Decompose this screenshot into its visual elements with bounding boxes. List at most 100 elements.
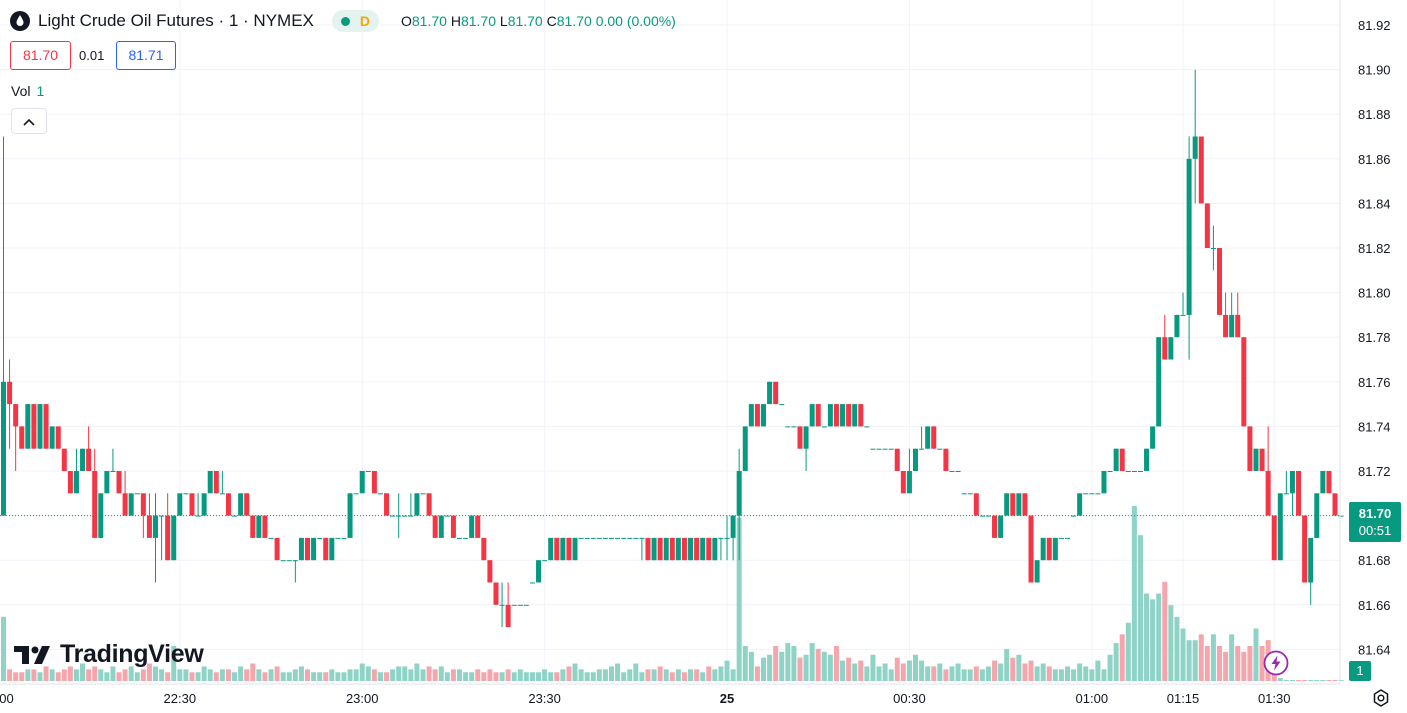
candle-body (438, 515, 444, 538)
candle-body (1174, 314, 1180, 338)
candle-body (475, 515, 481, 538)
tradingview-logo[interactable]: TradingView (14, 640, 204, 669)
price-tick-label: 81.76 (1358, 375, 1391, 390)
volume-bar (858, 660, 864, 681)
volume-bar (779, 651, 785, 681)
candlesticks (1, 69, 1344, 628)
candle-body (1065, 537, 1070, 539)
volume-bar (463, 672, 469, 681)
volume-bar (86, 669, 92, 681)
volume-bar (244, 669, 250, 681)
volume-bar (578, 669, 584, 681)
volume-bar (523, 672, 529, 681)
candle-body (1083, 493, 1089, 495)
volume-bar (700, 672, 706, 681)
volume-bar (1204, 646, 1210, 681)
delayed-badge-letter: D (359, 13, 370, 29)
candle-body (973, 493, 979, 516)
volume-bar (967, 669, 973, 681)
volume-bar (529, 672, 535, 681)
volume-bar (536, 672, 542, 681)
time-tick-label: 22:00 (0, 691, 14, 706)
candle-body (1289, 471, 1295, 494)
candle-body (572, 537, 578, 561)
candle-body (402, 515, 408, 517)
candle-body (718, 537, 724, 539)
candle-body (615, 537, 621, 539)
candle-body (1210, 248, 1216, 249)
volume-bar (92, 666, 98, 681)
candle-body (98, 493, 104, 538)
candle-body (846, 404, 852, 427)
candle-body (651, 537, 657, 561)
candle-body (49, 426, 55, 449)
candle-body (371, 471, 377, 494)
price-tick-label: 81.92 (1358, 18, 1391, 33)
volume-bar (615, 663, 621, 681)
price-tick-label: 81.72 (1358, 464, 1391, 479)
candle-body (931, 426, 937, 449)
volume-bars (1, 506, 1344, 681)
candle-body (134, 493, 140, 495)
candle-body (1332, 493, 1338, 516)
volume-bar (183, 669, 189, 681)
collapse-legend-button[interactable] (11, 108, 47, 134)
volume-bar (25, 669, 31, 681)
candle-body (165, 515, 171, 561)
candle-body (590, 537, 596, 539)
chevron-up-icon (23, 118, 35, 126)
settings-icon[interactable] (1371, 688, 1391, 708)
volume-bar (1162, 581, 1168, 681)
volume-bar (384, 672, 390, 681)
candle-body (396, 515, 402, 517)
candle-body (1192, 136, 1198, 159)
volume-legend: Vol 1 (11, 83, 44, 99)
candle-body (888, 448, 894, 450)
volume-bar (1289, 680, 1295, 681)
volume-bar (61, 669, 67, 681)
candle-body (432, 515, 438, 538)
volume-bar (925, 666, 931, 681)
volume-bar (669, 672, 675, 681)
candle-body (1089, 493, 1095, 495)
volume-bar (1229, 634, 1235, 681)
volume-bar (1071, 669, 1077, 681)
sell-price-button[interactable]: 81.70 (10, 41, 71, 70)
candle-body (43, 404, 49, 449)
candle-body (377, 493, 383, 495)
volume-bar (475, 669, 481, 681)
market-status-badge[interactable]: D (331, 10, 379, 32)
candle-body (578, 537, 584, 539)
candle-body (1022, 493, 1028, 516)
symbol-title[interactable]: Light Crude Oil Futures · 1 · NYMEX (38, 11, 314, 30)
volume-bar (712, 669, 718, 681)
candle-body (110, 471, 116, 472)
volume-bar (1113, 643, 1119, 681)
volume-bar (487, 669, 493, 681)
candle-body (1150, 426, 1156, 449)
volume-bar (754, 666, 760, 681)
buy-price-button[interactable]: 81.71 (116, 41, 176, 70)
lightning-icon[interactable] (1263, 650, 1289, 676)
candle-body (1320, 471, 1326, 494)
candle-body (67, 471, 73, 494)
candle-body (779, 404, 785, 406)
candle-body (1217, 248, 1222, 315)
volume-bar (177, 669, 183, 681)
candle-body (1296, 471, 1302, 516)
volume-bar (481, 672, 487, 681)
candle-body (1077, 493, 1083, 516)
candle-body (365, 471, 371, 472)
volume-bar (827, 654, 833, 681)
time-tick-label: 01:15 (1167, 691, 1200, 706)
volume-bar (985, 666, 991, 681)
candle-body (286, 560, 292, 562)
market-open-dot (340, 16, 350, 26)
volume-bar (955, 663, 961, 681)
candle-body (724, 537, 730, 539)
volume-bar (973, 666, 979, 681)
volume-bar (1235, 646, 1241, 681)
volume-bar (1022, 663, 1028, 681)
candle-body (481, 537, 487, 561)
